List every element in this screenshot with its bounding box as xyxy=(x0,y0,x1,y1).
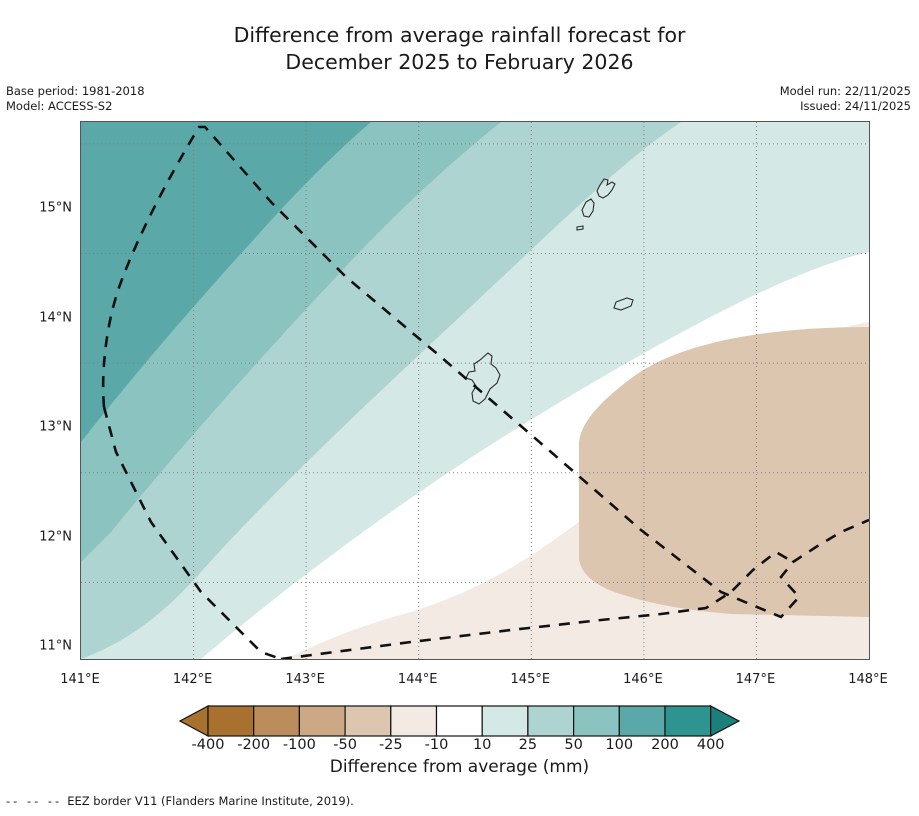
colorbar-cell-8 xyxy=(573,705,620,737)
x-axis-tick-5: 146°E xyxy=(623,672,663,687)
map-canvas xyxy=(81,122,869,659)
colorbar-tick-3: -50 xyxy=(333,737,357,753)
colorbar-cell-4 xyxy=(390,705,438,737)
colorbar-axis-label: Difference from average (mm) xyxy=(329,757,590,777)
colorbar-tick-0: -400 xyxy=(191,737,225,753)
island-aguijan xyxy=(576,225,584,231)
model-text: Model: ACCESS-S2 xyxy=(6,99,113,113)
x-axis-tick-7: 148°E xyxy=(848,672,888,687)
colorbar-cell-7 xyxy=(527,705,575,737)
colorbar-tick-5: -10 xyxy=(424,737,449,753)
x-axis-tick-4: 145°E xyxy=(510,672,551,687)
y-axis-tick-4: 15°N xyxy=(39,200,72,216)
x-axis-tick-0: 141°E xyxy=(60,672,100,687)
y-axis-tick-0: 11°N xyxy=(39,638,72,654)
y-axis-tick-2: 13°N xyxy=(39,419,72,435)
eez-border-line-south xyxy=(280,550,794,659)
title-line-1: Difference from average rainfall forecas… xyxy=(233,23,686,47)
colorbar[interactable] xyxy=(178,705,741,737)
colorbar-tick-1: -200 xyxy=(237,737,271,753)
colorbar-tick-9: 100 xyxy=(605,737,634,753)
colorbar-cell-10 xyxy=(664,705,712,737)
colorbar-tick-6: 10 xyxy=(472,737,492,753)
island-rota xyxy=(613,297,634,311)
colorbar-tick-4: -25 xyxy=(378,737,403,753)
island-saipan xyxy=(596,178,616,199)
colorbar-extend-max xyxy=(710,705,741,737)
x-axis-tick-2: 143°E xyxy=(285,672,325,687)
map-gridlines xyxy=(81,122,869,659)
issued-text: Issued: 24/11/2025 xyxy=(800,99,911,113)
y-axis-tick-1: 12°N xyxy=(39,529,72,545)
metadata-right: Model run: 22/11/2025 Issued: 24/11/2025 xyxy=(780,84,911,114)
base-period-text: Base period: 1981-2018 xyxy=(6,84,145,98)
footer-text: EEZ border V11 (Flanders Marine Institut… xyxy=(67,794,354,808)
footer-legend: -- -- -- EEZ border V11 (Flanders Marine… xyxy=(6,794,354,808)
eez-border-line xyxy=(101,125,869,659)
colorbar-cell-0 xyxy=(207,705,255,737)
colorbar-cell-1 xyxy=(253,705,300,737)
colorbar-tick-2: -100 xyxy=(282,737,316,753)
x-axis-tick-3: 144°E xyxy=(397,672,438,687)
colorbar-tick-8: 50 xyxy=(564,737,583,753)
colorbar-cell-9 xyxy=(618,705,666,737)
island-guam xyxy=(465,352,501,405)
title-line-2: December 2025 to February 2026 xyxy=(285,50,634,74)
anomaly-region-neg50-neg25 xyxy=(579,327,869,617)
colorbar-tick-11: 400 xyxy=(696,737,725,753)
metadata-left: Base period: 1981-2018 Model: ACCESS-S2 xyxy=(6,84,145,114)
y-axis-tick-3: 14°N xyxy=(39,310,72,326)
colorbar-tick-7: 25 xyxy=(518,737,538,753)
rainfall-anomaly-map[interactable]: © Commonwealth of Australia 2025, Bureau… xyxy=(80,121,870,660)
x-axis-tick-1: 142°E xyxy=(172,672,213,687)
page-title: Difference from average rainfall forecas… xyxy=(0,22,919,76)
x-axis-tick-6: 147°E xyxy=(735,672,776,687)
island-tinian xyxy=(581,198,595,218)
model-run-text: Model run: 22/11/2025 xyxy=(779,84,911,98)
colorbar-extend-min xyxy=(178,705,209,737)
colorbar-cell-2 xyxy=(298,705,346,737)
colorbar-cell-3 xyxy=(344,705,392,737)
eez-dash-sample: -- -- -- xyxy=(6,794,63,808)
anomaly-region-100-200 xyxy=(81,122,371,442)
colorbar-cell-6 xyxy=(481,705,529,737)
colorbar-swatches xyxy=(178,705,741,737)
island-coastlines xyxy=(465,178,634,405)
colorbar-cell-5 xyxy=(435,705,483,737)
colorbar-tick-10: 200 xyxy=(651,737,679,753)
